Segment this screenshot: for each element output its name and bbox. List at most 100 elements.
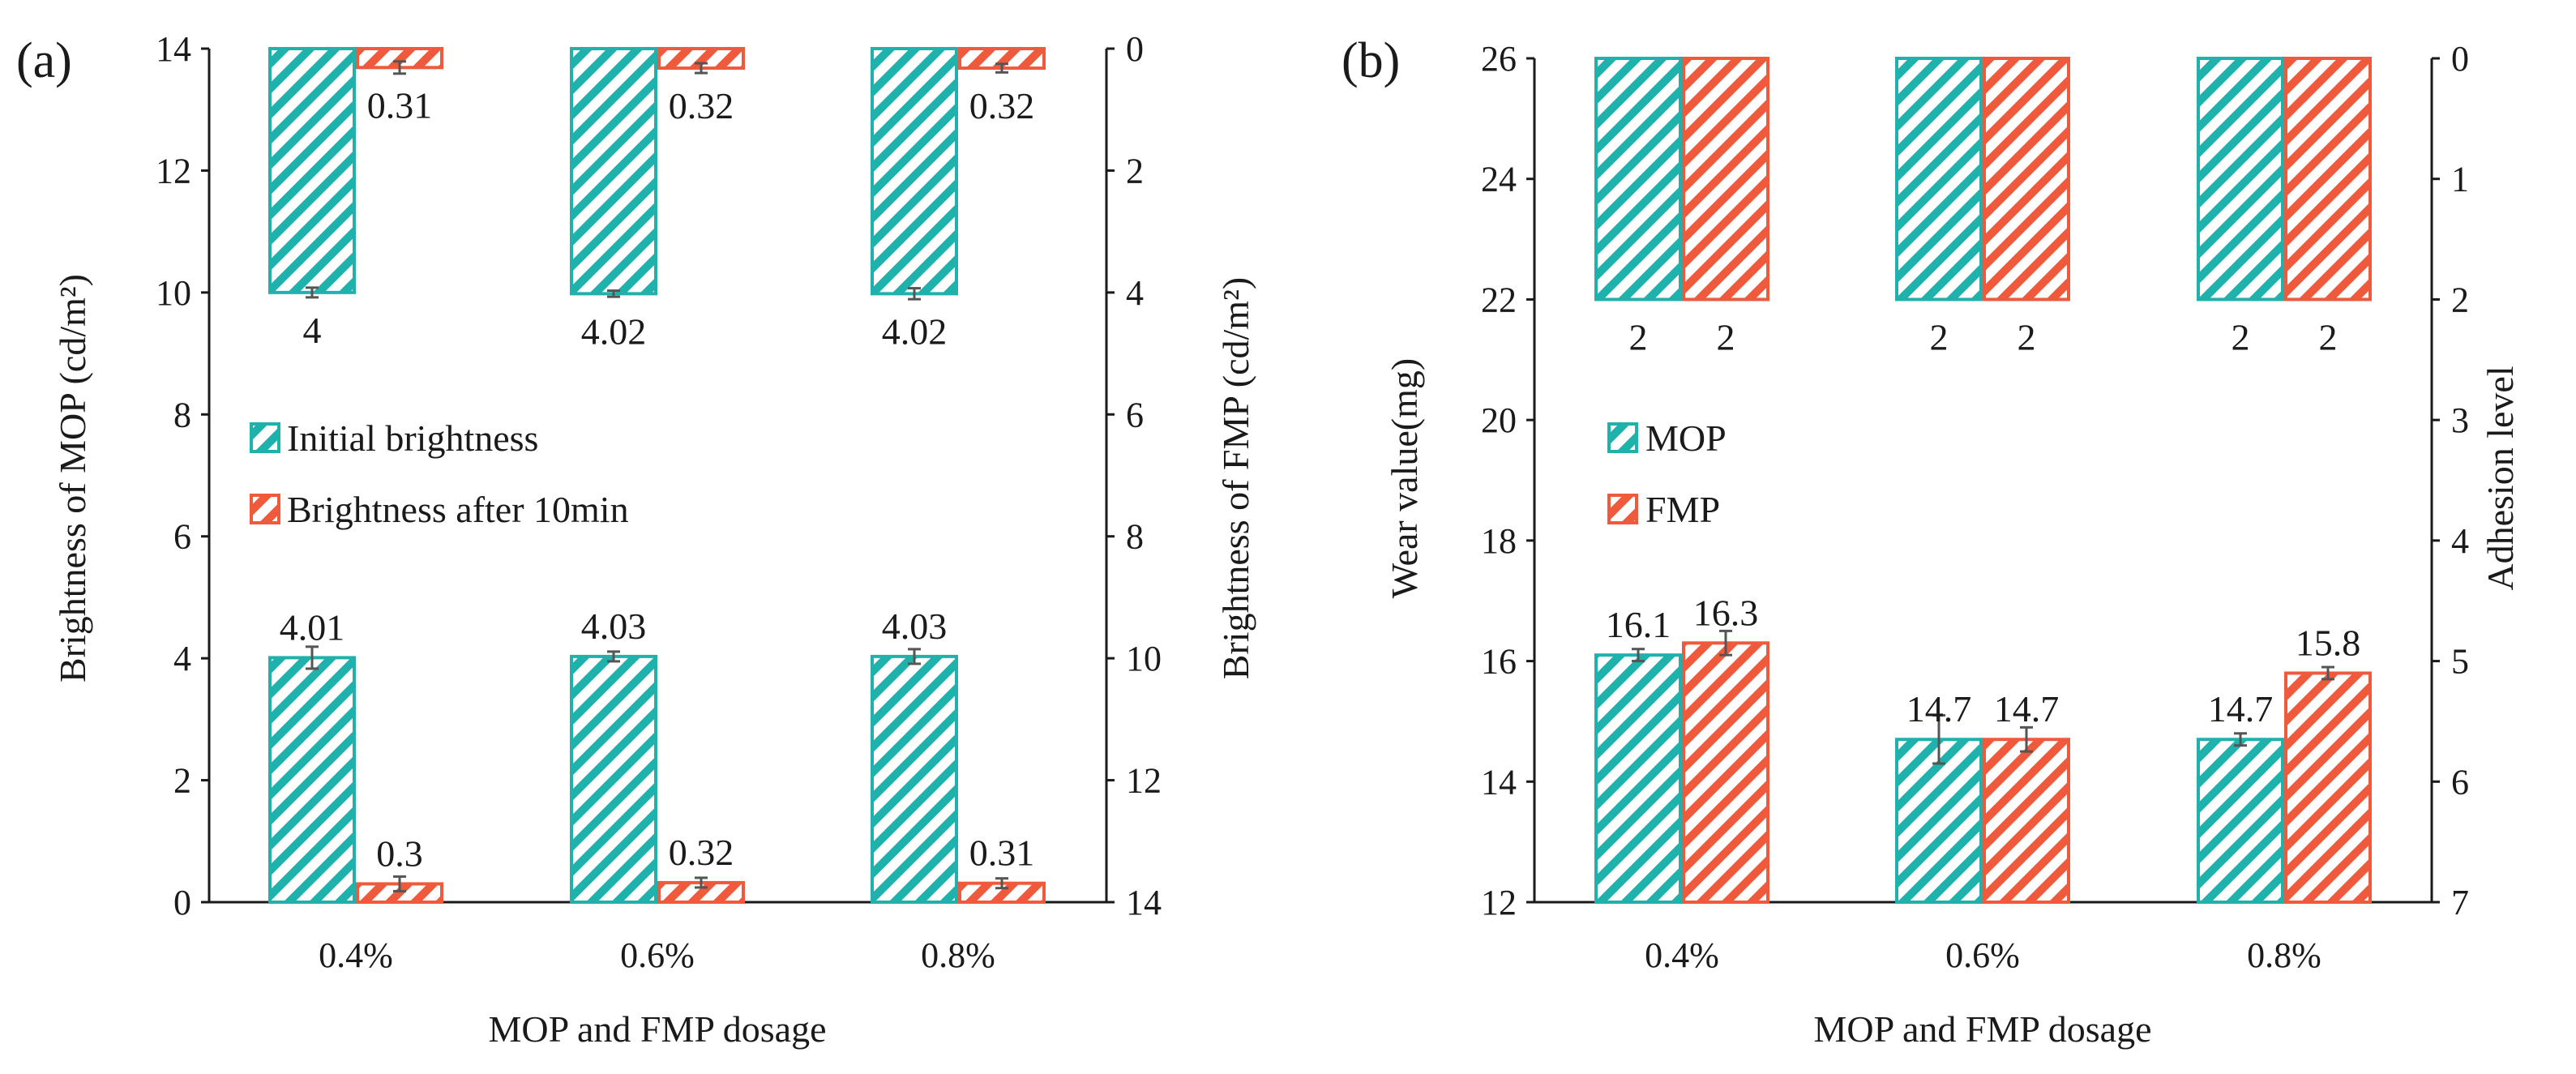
panel-a-left-tick-label: 4 — [173, 639, 191, 678]
data-label-brightness-after-10min-fmp-0-8: 0.32 — [969, 85, 1035, 126]
panel-a-left-tick-label: 14 — [156, 29, 191, 69]
panel-a-right-tick-label: 0 — [1126, 29, 1144, 69]
legend-swatch-fmp — [1607, 494, 1638, 524]
data-label-initial-brightness-mop-0-8: 4.03 — [882, 605, 948, 647]
bar-wear-value-fmp-0-8 — [2284, 671, 2372, 904]
bar-adhesion-level-mop-0-6 — [1895, 57, 1983, 302]
panel-b-x-tick-label-0-6: 0.6% — [1945, 935, 2020, 975]
bar-initial-brightness-mop-0-6 — [570, 654, 657, 904]
data-label-wear-value-fmp-0-8: 15.8 — [2296, 622, 2361, 663]
panel-a-right-tick-label: 10 — [1126, 639, 1162, 678]
data-label-wear-value-mop-0-4: 16.1 — [1606, 604, 1671, 645]
panel-b-left-axis-title: Wear value(mg) — [1384, 358, 1425, 598]
bar-wear-value-mop-0-8 — [2197, 738, 2284, 904]
legend-label-mop: MOP — [1645, 417, 1727, 459]
panel-b-x-tick-label-0-8: 0.8% — [2247, 935, 2321, 975]
bar-wear-value-mop-0-4 — [1594, 653, 1682, 905]
data-label-brightness-after-10min-mop-0-8: 0.31 — [969, 832, 1035, 874]
panel-b-right-tick-label: 0 — [2451, 39, 2469, 79]
bar-initial-brightness-mop-0-4 — [268, 656, 356, 904]
panel-a-right-tick-label: 2 — [1126, 151, 1144, 190]
panel-b-right-tick-label: 6 — [2451, 762, 2469, 802]
data-label-brightness-after-10min-mop-0-4: 0.3 — [376, 832, 423, 874]
panel-b-right-tick-label: 4 — [2451, 521, 2469, 561]
panel-a-left-tick-label: 8 — [173, 395, 191, 434]
data-label-initial-brightness-fmp-0-6: 4.02 — [581, 310, 647, 352]
panel-a-x-axis-title: MOP and FMP dosage — [488, 1008, 826, 1050]
panel-b-left-tick-label: 22 — [1481, 280, 1517, 319]
data-label-wear-value-fmp-0-4: 16.3 — [1693, 592, 1759, 633]
bar-initial-brightness-mop-0-8 — [871, 654, 958, 904]
bar-wear-value-fmp-0-4 — [1682, 641, 1769, 904]
panel-a-legend: Initial brightness Brightness after 10mi… — [250, 417, 629, 530]
data-label-initial-brightness-fmp-0-4: 4 — [303, 310, 322, 351]
panel-a-x-tick-label-0-6: 0.6% — [620, 935, 695, 975]
bar-initial-brightness-fmp-0-6 — [570, 47, 657, 296]
panel-b-x-tick-label-0-4: 0.4% — [1645, 935, 1719, 975]
data-label-wear-value-mop-0-8: 14.7 — [2208, 688, 2274, 730]
bar-adhesion-level-fmp-0-6 — [1983, 57, 2070, 302]
panel-b-left-tick-label: 24 — [1481, 160, 1517, 199]
panel-b-x-axis-title: MOP and FMP dosage — [1813, 1008, 2151, 1050]
panel-a-left-tick-label: 0 — [173, 883, 191, 922]
data-label-adhesion-level-mop-0-6: 2 — [1930, 316, 1949, 357]
panel-b-left-tick-label: 12 — [1481, 883, 1517, 922]
data-label-adhesion-level-fmp-0-6: 2 — [2018, 316, 2036, 357]
panel-b-right-tick-label: 2 — [2451, 280, 2469, 319]
data-label-brightness-after-10min-fmp-0-6: 0.32 — [669, 85, 734, 126]
panel-a-x-tick-label-0-8: 0.8% — [921, 935, 995, 975]
bar-adhesion-level-mop-0-4 — [1594, 57, 1682, 302]
panel-b-right-axis-title: Adhesion level — [2480, 366, 2521, 590]
panel-a-right-tick-label: 14 — [1126, 883, 1162, 922]
panel-label-b: (b) — [1341, 33, 1400, 88]
panel-a-right-axis-title: Brightness of FMP (cd/m²) — [1215, 277, 1256, 679]
panel-b-legend: MOP FMP — [1607, 417, 1727, 530]
panel-a-left-axis-title: Brightness of MOP (cd/m²) — [52, 274, 93, 682]
panel-a-plot: 0 2 4 6 8 10 12 14 0 2 4 6 8 10 12 14 0.4% 0.6% 0.8% 4.01 4.… — [156, 29, 1162, 975]
data-label-wear-value-mop-0-6: 14.7 — [1906, 688, 1972, 730]
legend-label-fmp: FMP — [1645, 489, 1720, 530]
legend-swatch-mop — [1607, 422, 1638, 453]
panel-a-x-tick-label-0-4: 0.4% — [319, 935, 393, 975]
panel-a-right-tick-label: 6 — [1126, 395, 1144, 434]
data-label-initial-brightness-mop-0-4: 4.01 — [280, 606, 345, 648]
panel-a-right-tick-label: 4 — [1126, 273, 1144, 313]
bar-wear-value-fmp-0-6 — [1983, 738, 2070, 904]
data-label-brightness-after-10min-fmp-0-4: 0.31 — [367, 84, 433, 126]
bar-adhesion-level-mop-0-8 — [2197, 57, 2284, 302]
bar-adhesion-level-fmp-0-4 — [1682, 57, 1769, 302]
panel-a-left-tick-label: 2 — [173, 761, 191, 801]
panel-b-left-tick-label: 20 — [1481, 400, 1517, 440]
data-label-brightness-after-10min-mop-0-6: 0.32 — [669, 832, 734, 873]
data-label-initial-brightness-fmp-0-8: 4.02 — [882, 310, 948, 352]
legend-swatch-initial-brightness — [250, 422, 280, 453]
panel-b-right-tick-label: 3 — [2451, 400, 2469, 440]
panel-b-left-tick-label: 26 — [1481, 39, 1517, 79]
panel-label-a: (a) — [16, 33, 72, 88]
legend-swatch-brightness-after-10min — [250, 494, 280, 524]
panel-a-left-tick-label: 6 — [173, 517, 191, 557]
panel-b-right-tick-label: 7 — [2451, 883, 2469, 922]
panel-b-left-tick-label: 16 — [1481, 642, 1517, 682]
bar-adhesion-level-fmp-0-8 — [2284, 57, 2372, 302]
panel-a-right-tick-label: 8 — [1126, 517, 1144, 557]
panel-a-left-tick-label: 12 — [156, 151, 191, 190]
bar-initial-brightness-fmp-0-4 — [268, 47, 356, 294]
panel-b-left-tick-label: 14 — [1481, 762, 1517, 802]
data-label-adhesion-level-fmp-0-8: 2 — [2319, 316, 2338, 357]
legend-label-brightness-after-10min: Brightness after 10min — [287, 489, 629, 530]
legend-label-initial-brightness: Initial brightness — [287, 417, 538, 459]
panel-a-left-tick-label: 10 — [156, 273, 191, 313]
panel-b-left-tick-label: 18 — [1481, 521, 1517, 561]
data-label-wear-value-fmp-0-6: 14.7 — [1994, 688, 2060, 730]
panel-b-right-tick-label: 1 — [2451, 160, 2469, 199]
bar-initial-brightness-fmp-0-8 — [871, 47, 958, 296]
panel-b-right-tick-label: 5 — [2451, 642, 2469, 682]
data-label-adhesion-level-fmp-0-4: 2 — [1717, 316, 1735, 357]
data-label-adhesion-level-mop-0-8: 2 — [2232, 316, 2250, 357]
panel-a-right-tick-label: 12 — [1126, 761, 1162, 801]
data-label-adhesion-level-mop-0-4: 2 — [1629, 316, 1648, 357]
